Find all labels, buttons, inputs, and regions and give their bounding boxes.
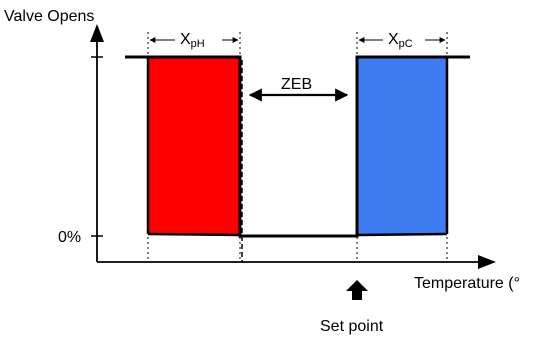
valve-curve <box>125 55 470 238</box>
heating-bottom-edge <box>147 232 241 237</box>
x-axis-label: Temperature (° <box>414 275 520 292</box>
setpoint-label: Set point <box>320 318 384 335</box>
xph-sub: pH <box>191 38 205 50</box>
zeb-label: ZEB <box>281 76 312 93</box>
cooling-block <box>357 57 447 234</box>
xpc-label: XpC <box>388 31 413 50</box>
xph-label: XpH <box>180 31 205 50</box>
xpc-main: X <box>388 31 399 48</box>
xpc-sub: pC <box>399 38 413 50</box>
xph-main: X <box>180 31 191 48</box>
y-axis-label: Valve Opens <box>4 8 94 25</box>
x-axis-arrowhead <box>478 255 496 269</box>
zero-tick-label: 0% <box>58 229 81 246</box>
setpoint-arrow-icon <box>346 280 368 300</box>
heating-block <box>148 57 240 234</box>
y-axis-arrowhead <box>90 24 104 42</box>
cooling-bottom-edge <box>356 232 448 237</box>
